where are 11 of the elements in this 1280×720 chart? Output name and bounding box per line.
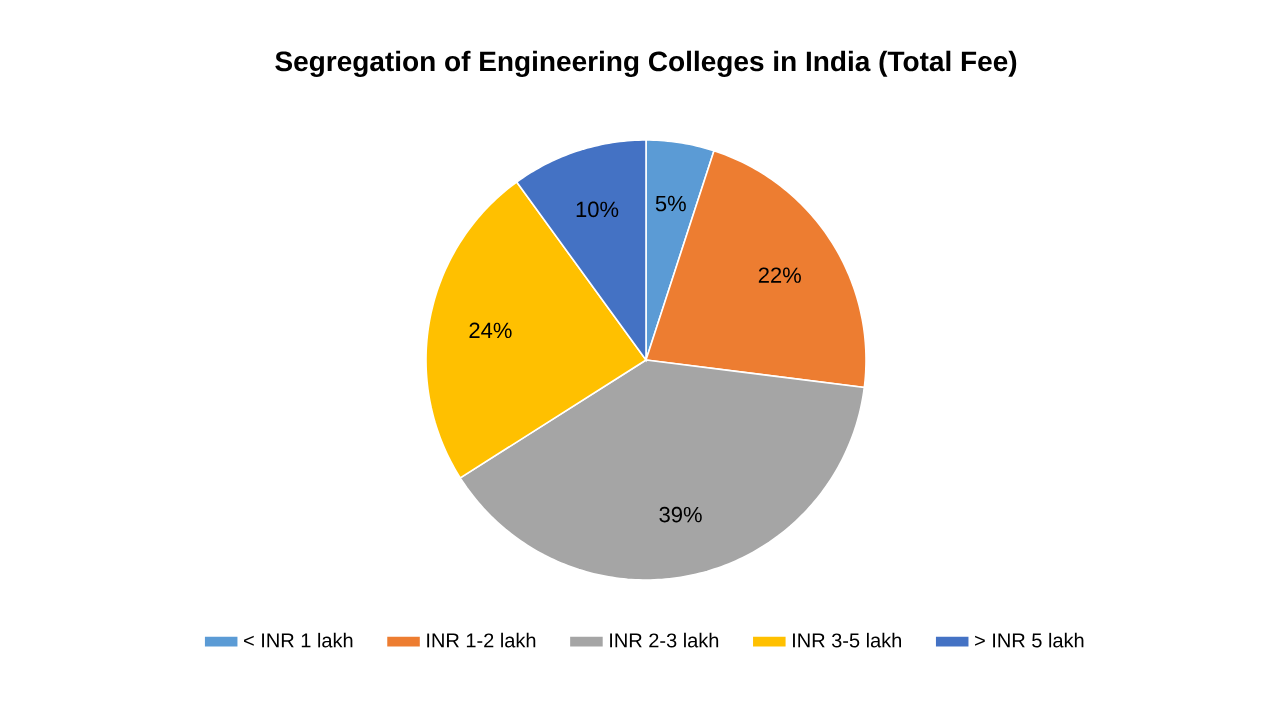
legend-label: INR 3-5 lakh	[793, 632, 901, 648]
legend-label: > INR 5 lakh	[975, 632, 1084, 648]
data-label: 22%	[758, 267, 801, 283]
data-label: 10%	[576, 201, 619, 218]
data-label: 5%	[655, 195, 686, 212]
legend-label: INR 1-2 lakh	[427, 632, 536, 648]
data-label: 24%	[469, 322, 512, 339]
chart-title: Segregation of Engineering Colleges in India (Total Fee)	[275, 50, 1017, 77]
legend-label: < INR 1 lakh	[244, 632, 353, 648]
legend-label: INR 2-3 lakh	[610, 632, 719, 648]
data-label: 39%	[659, 506, 702, 523]
